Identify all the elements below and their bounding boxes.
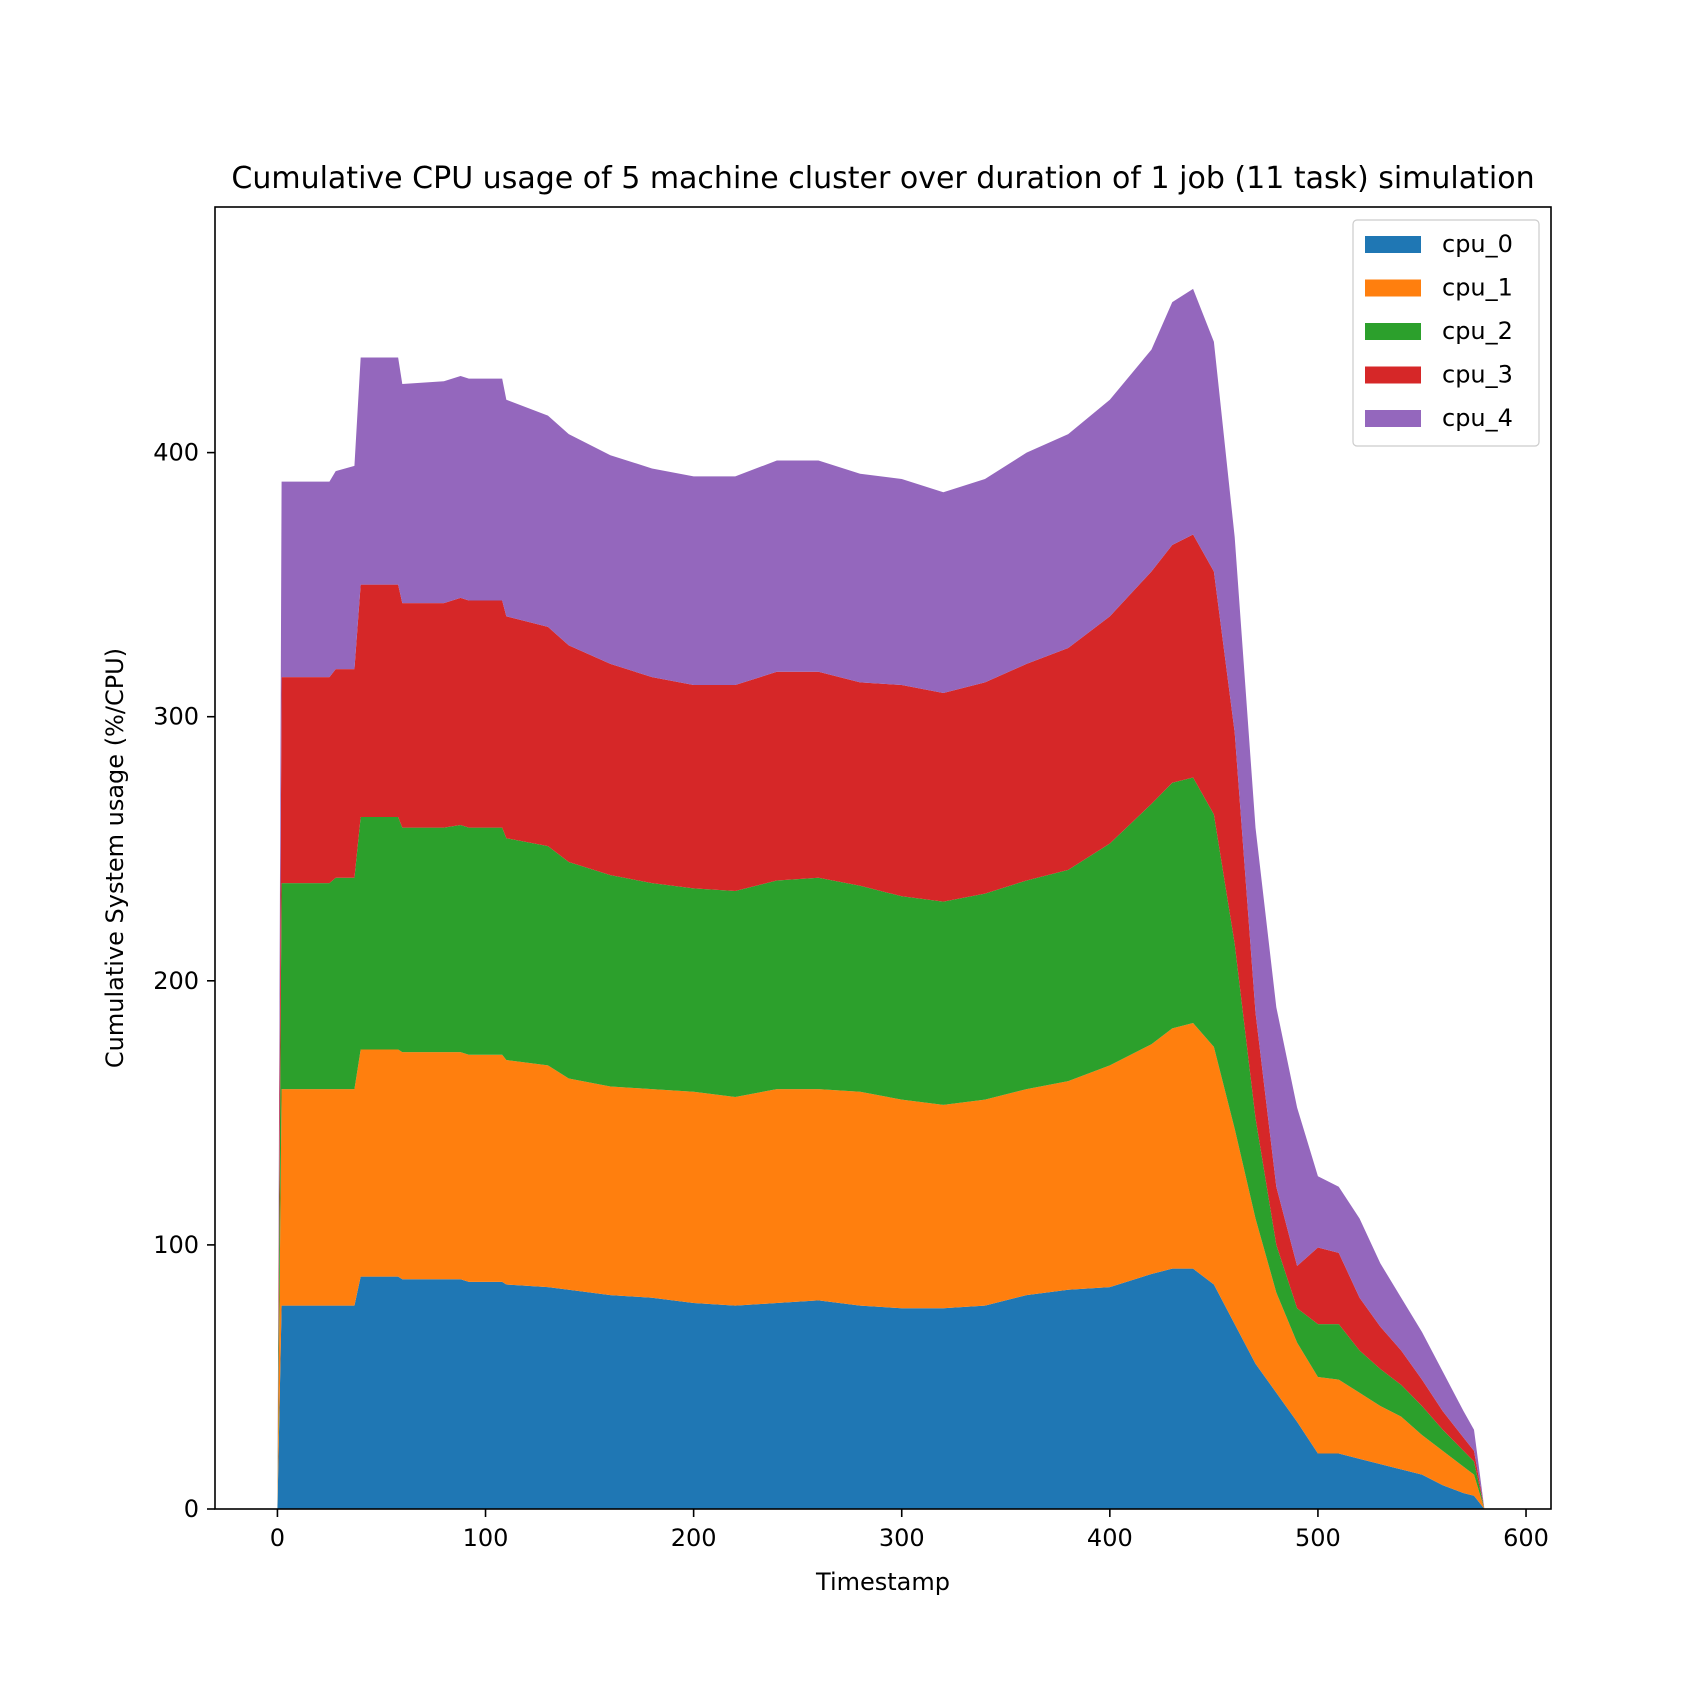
area-cpu-3 xyxy=(277,534,1485,1509)
area-series-group xyxy=(277,288,1485,1509)
y-axis-label: Cumulative System usage (%/CPU) xyxy=(101,648,129,1068)
area-cpu-1 xyxy=(277,1023,1485,1509)
legend-swatch-cpu-4 xyxy=(1365,410,1421,427)
y-tick-label: 0 xyxy=(184,1495,199,1523)
chart-title: Cumulative CPU usage of 5 machine cluste… xyxy=(231,161,1534,196)
legend-label-cpu-3: cpu_3 xyxy=(1442,361,1513,389)
plot-frame xyxy=(214,206,1552,1510)
area-cpu-0 xyxy=(277,1268,1485,1509)
y-tick-label: 200 xyxy=(153,967,199,995)
y-tick-label: 300 xyxy=(153,703,199,731)
legend-swatch-cpu-3 xyxy=(1365,366,1421,384)
legend-label-cpu-4: cpu_4 xyxy=(1442,404,1513,432)
x-tick-label: 500 xyxy=(1295,1524,1341,1552)
x-axis-label: Timestamp xyxy=(815,1568,950,1596)
area-cpu-2 xyxy=(277,777,1485,1509)
y-axis-ticks: 0 100 200 300 400 xyxy=(153,439,215,1523)
legend-label-cpu-2: cpu_2 xyxy=(1442,317,1513,345)
y-tick-label: 400 xyxy=(153,439,199,467)
legend-label-cpu-1: cpu_1 xyxy=(1442,274,1513,302)
legend-frame xyxy=(1352,219,1540,447)
legend-swatch-cpu-1 xyxy=(1365,279,1421,297)
legend: cpu_0 cpu_1 cpu_2 cpu_3 cpu_4 xyxy=(1352,219,1540,447)
area-cpu-4 xyxy=(277,288,1485,1509)
x-axis-ticks: 0 100 200 300 400 500 600 xyxy=(270,1509,1549,1552)
x-tick-label: 400 xyxy=(1087,1524,1133,1552)
y-tick-label: 100 xyxy=(153,1231,199,1259)
x-tick-label: 200 xyxy=(671,1524,717,1552)
x-tick-label: 0 xyxy=(270,1524,285,1552)
legend-swatch-cpu-2 xyxy=(1365,323,1421,340)
legend-swatch-cpu-0 xyxy=(1365,236,1421,253)
x-tick-label: 600 xyxy=(1503,1524,1549,1552)
legend-label-cpu-0: cpu_0 xyxy=(1442,230,1513,258)
x-tick-label: 100 xyxy=(463,1524,509,1552)
x-tick-label: 300 xyxy=(879,1524,925,1552)
